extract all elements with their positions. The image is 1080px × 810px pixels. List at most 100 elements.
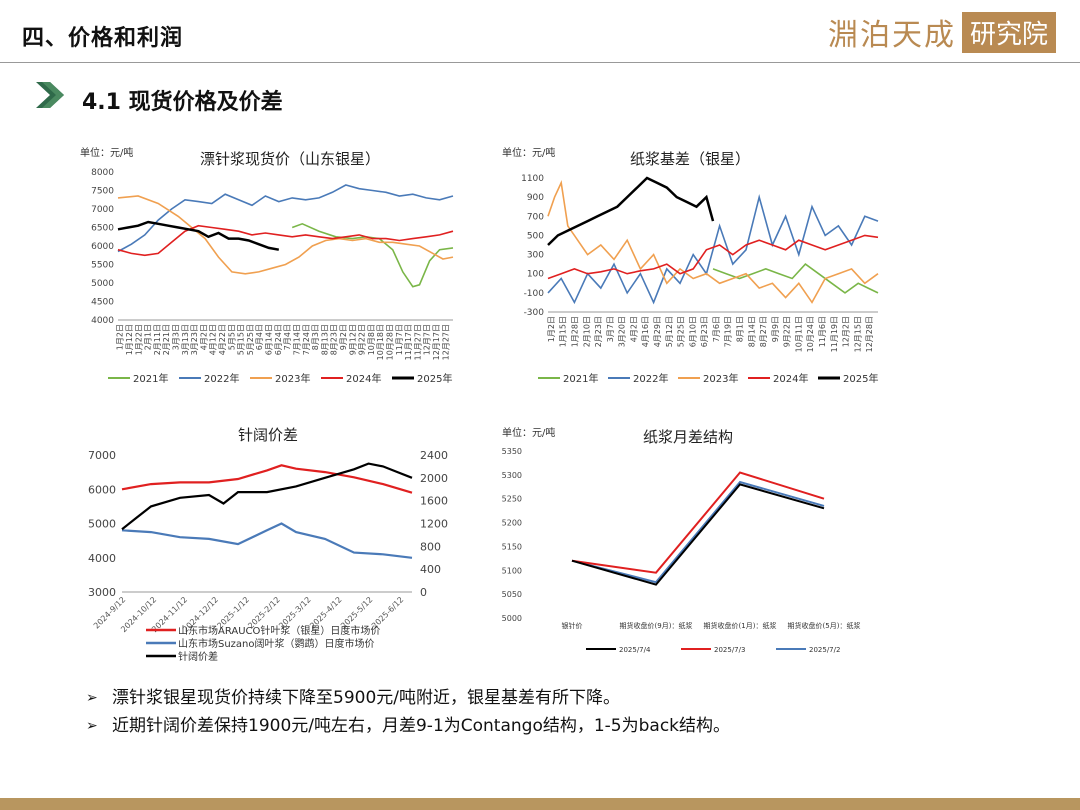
y-tick-label: 5150 [502, 542, 522, 551]
y-tick-label: 4000 [88, 552, 116, 565]
y-tick-label: 5000 [91, 279, 114, 289]
y-tick-label: 5050 [502, 590, 522, 599]
x-tick-label: 6月24日 [274, 324, 283, 355]
basis-svg: 单位：元/吨 纸浆基差（银星） -300 -100 100 300 500 700 900 110… [502, 146, 879, 385]
x-tick-label: 10月18日 [376, 324, 385, 360]
x-tick-label: 4月16日 [641, 316, 650, 347]
x-tick-label: 1月28日 [570, 316, 579, 347]
y-tick-label: 7000 [88, 449, 116, 462]
x-tick-label: 9月22日 [783, 316, 792, 347]
x-tick-label: 11月6日 [818, 316, 827, 347]
x-tick-label: 12月27日 [441, 324, 450, 360]
bullet-arrow-icon: ➢ [86, 718, 98, 734]
series-line [121, 464, 413, 494]
x-tick-label: 12月15日 [853, 316, 862, 352]
x-tick-label: 6月23日 [700, 316, 709, 347]
x-tick-label: 10月8日 [367, 324, 376, 355]
legend-label: 2021年 [133, 372, 168, 385]
legend-label: 2022年 [633, 372, 668, 385]
chart-title: 纸浆基差（银星） [630, 150, 750, 168]
x-tick-label: 12月2日 [842, 316, 851, 347]
legend-label: 2025/7/4 [619, 646, 651, 654]
x-tick-label: 7月6日 [712, 316, 721, 342]
y2-tick-label: 2400 [420, 449, 448, 462]
page-title: 四、价格和利润 [22, 26, 184, 51]
x-tick-label: 3月20日 [618, 316, 627, 347]
y-tick-label: 5300 [502, 471, 522, 480]
y-tick-label: 5100 [502, 566, 522, 575]
x-tick-label: 12月7日 [423, 324, 432, 355]
y-tick-label: -100 [524, 289, 545, 299]
x-tick-label: 5月15日 [237, 324, 246, 355]
spread-svg: 针阔价差 3000 4000 5000 6000 7000 0 400 800 1200 1600 2… [88, 426, 448, 663]
legend-label: 2025/7/2 [809, 646, 840, 654]
x-tick-label: 8月14日 [747, 316, 756, 347]
y-tick-label: 6000 [91, 242, 114, 252]
y2-tick-label: 800 [420, 540, 441, 553]
x-tick-label: 8月27日 [759, 316, 768, 347]
chart-title: 纸浆月差结构 [643, 428, 733, 446]
series-line [117, 184, 454, 253]
x-tick-label: 4月29日 [653, 316, 662, 347]
x-tick-label: 8月23日 [330, 324, 339, 355]
x-tick-label: 5月25日 [677, 316, 686, 347]
series-line [712, 263, 879, 294]
x-tick-label: 3月7日 [606, 316, 615, 342]
monthly-spread-svg: 单位：元/吨 纸浆月差结构 5000 5050 5100 5150 5200 5250 5300… [502, 426, 861, 654]
legend-label: 2024年 [773, 372, 808, 385]
brand-script: 淵泊天成 [827, 18, 956, 53]
x-tick-label: 12月17日 [432, 324, 441, 360]
section-title: 4.1 现货价格及价差 [82, 90, 283, 115]
series-line [547, 234, 879, 280]
x-tick-label: 4月12日 [209, 324, 218, 355]
x-tick-label: 1月15日 [559, 316, 568, 347]
y-tick-label: 5200 [502, 519, 522, 528]
y-tick-label: 5500 [91, 261, 114, 271]
monthly-spread-chart: 单位：元/吨 纸浆月差结构 5000 5050 5100 5150 5200 5250 5300… [496, 418, 876, 668]
x-tick-label: 7月19日 [724, 316, 733, 347]
x-tick-label: 6月4日 [255, 324, 264, 350]
x-tick-label: 7月14日 [292, 324, 301, 355]
y-tick-label: 6500 [91, 224, 114, 234]
series-line [117, 195, 454, 275]
y-tick-label: 4500 [91, 298, 114, 308]
x-tick-label: 1月12日 [125, 324, 134, 355]
x-tick-label: 1月2日 [547, 316, 556, 342]
y-tick-label: 1100 [521, 174, 544, 184]
x-tick-label: 4月2日 [199, 324, 208, 350]
section-chevron-icon [36, 82, 64, 108]
footer-bar [0, 798, 1080, 810]
x-tick-label: 11月27日 [413, 324, 422, 360]
y-tick-label: 700 [527, 212, 544, 222]
legend-label: 山东市场Suzano阔叶浆（鹦鹉）日度市场价 [178, 637, 375, 650]
x-tick-label: 3月23日 [190, 324, 199, 355]
y-tick-label: 8000 [91, 168, 114, 178]
bullet-item: ➢ 漂针浆银星现货价持续下降至5900元/吨附近，银星基差有所下降。 [86, 684, 730, 712]
x-tick-label: 10月24日 [806, 316, 815, 352]
legend-label: 2023年 [703, 372, 738, 385]
x-tick-label: 11月17日 [404, 324, 413, 360]
y2-tick-label: 2000 [420, 472, 448, 485]
x-tick-label: 4月2日 [629, 316, 638, 342]
x-tick-label: 期货收盘价(1月)：纸浆 [704, 621, 777, 630]
legend-label: 2025年 [843, 372, 878, 385]
legend-label: 2023年 [275, 372, 310, 385]
x-tick-label: 3月3日 [171, 324, 180, 350]
y-tick-label: 900 [527, 193, 544, 203]
y2-tick-label: 0 [420, 586, 427, 599]
y-tick-label: 5000 [88, 518, 116, 531]
summary-bullets: ➢ 漂针浆银星现货价持续下降至5900元/吨附近，银星基差有所下降。 ➢ 近期针… [86, 684, 730, 740]
spot-price-svg: 单位：元/吨 漂针浆现货价（山东银星） 4000 4500 5000 5500 6000 65… [80, 146, 454, 385]
bullet-text: 漂针浆银星现货价持续下降至5900元/吨附近，银星基差有所下降。 [112, 688, 620, 708]
x-tick-label: 11月7日 [395, 324, 404, 355]
y-tick-label: 5350 [502, 447, 522, 456]
x-tick-label: 2月1日 [144, 324, 153, 350]
series-line [117, 220, 280, 251]
x-tick-label: 4月22日 [218, 324, 227, 355]
header-divider [0, 62, 1080, 63]
bullet-text: 近期针阔价差保持1900元/吨左右，月差9-1为Contango结构，1-5为b… [112, 716, 731, 736]
y2-tick-label: 1200 [420, 518, 448, 531]
legend-label: 2025/7/3 [714, 646, 745, 654]
series-line [121, 462, 413, 531]
chart-title: 针阔价差 [238, 426, 298, 444]
